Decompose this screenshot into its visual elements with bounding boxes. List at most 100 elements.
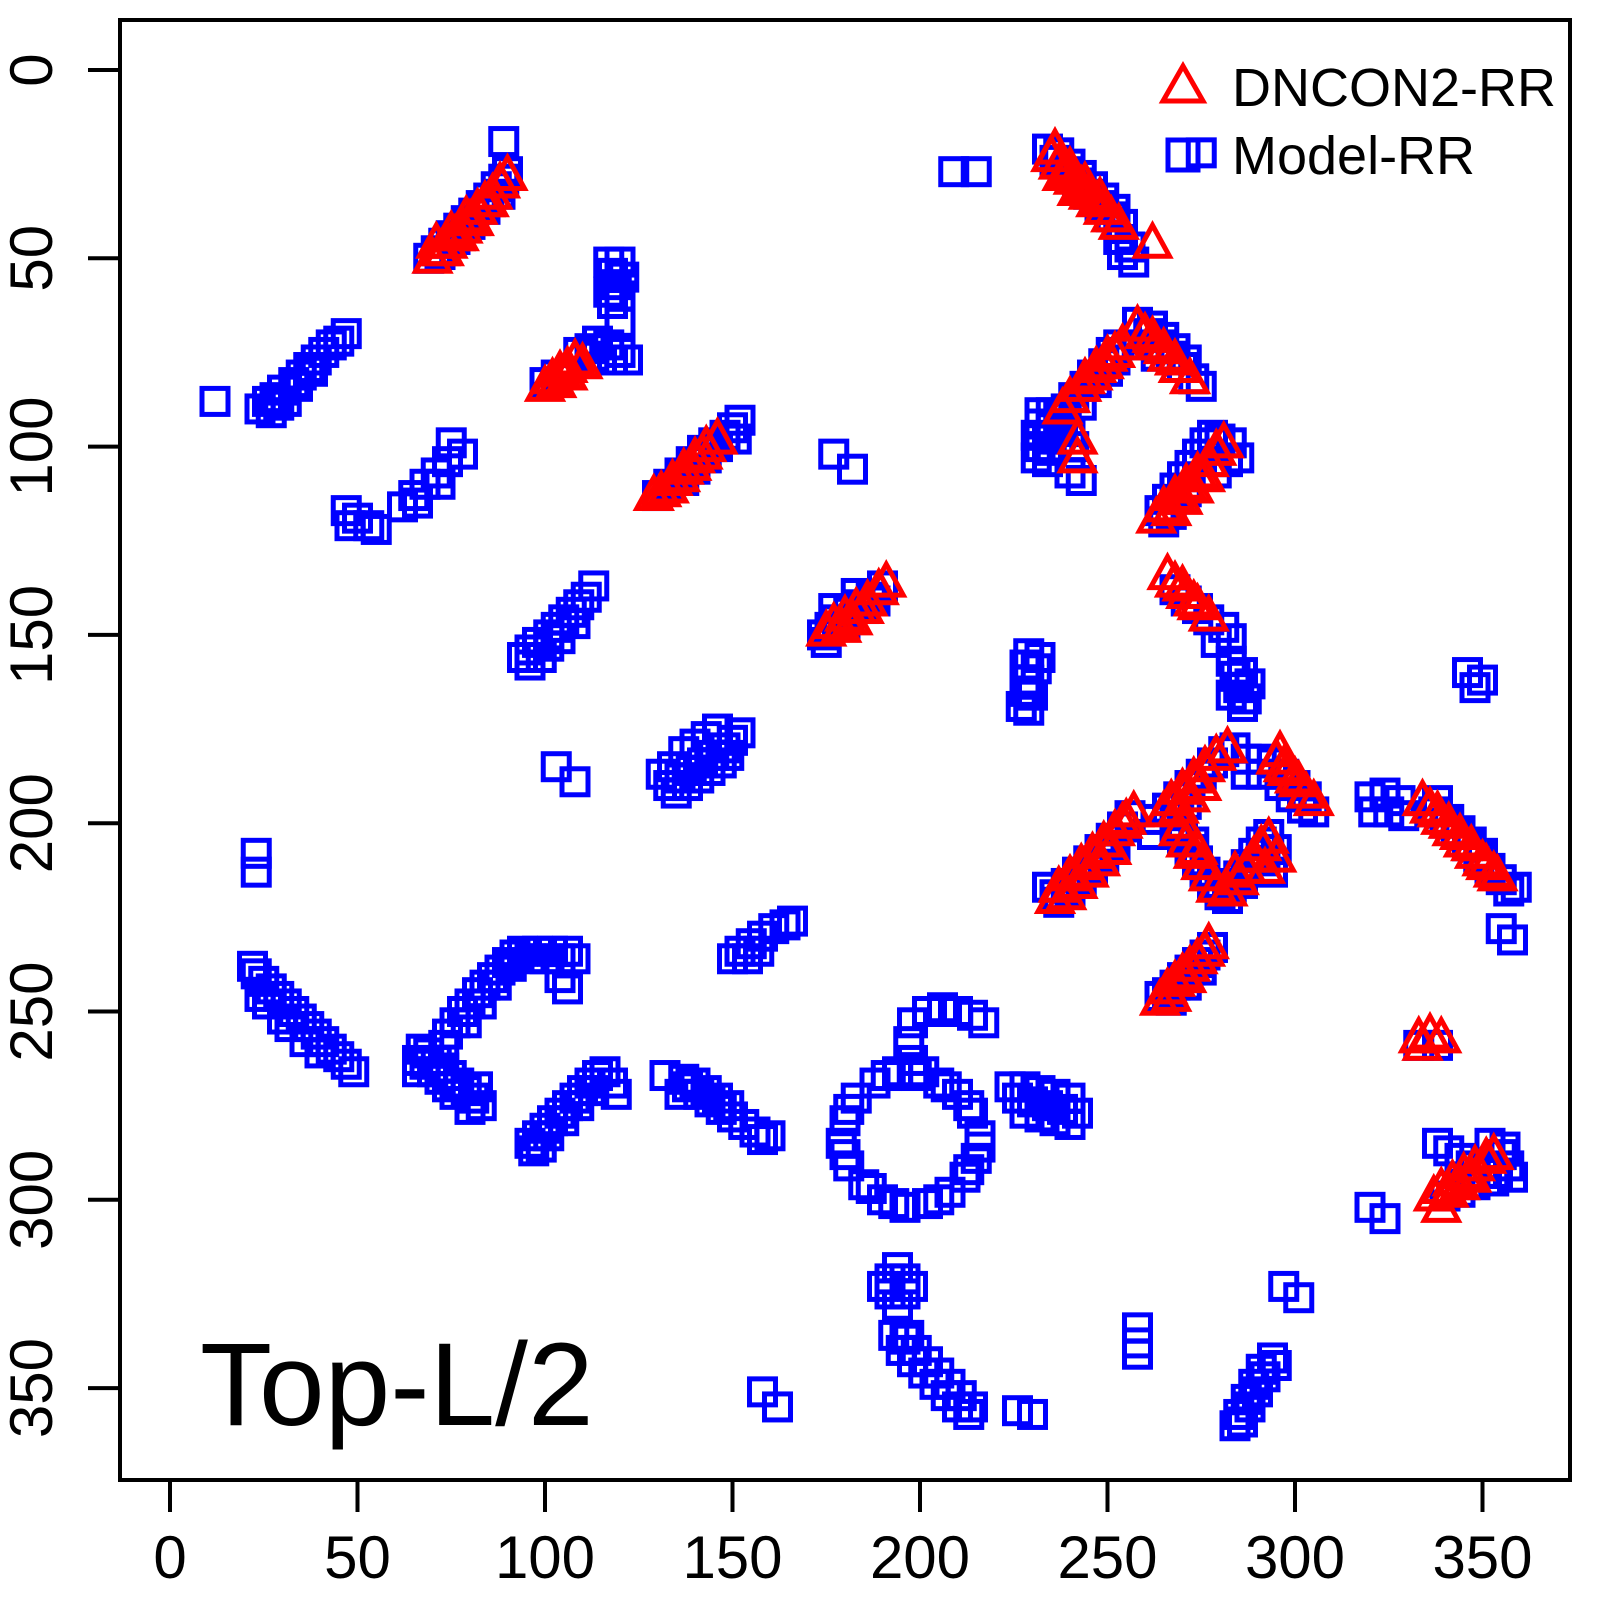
data-point-triangle bbox=[1090, 826, 1133, 866]
data-point-square bbox=[1185, 137, 1217, 169]
data-point-triangle bbox=[658, 453, 702, 493]
y-tick-label: 50 bbox=[0, 225, 65, 292]
data-point-square bbox=[578, 1075, 610, 1107]
data-point-triangle bbox=[1112, 788, 1155, 828]
data-point-triangle bbox=[1180, 762, 1223, 802]
data-point-triangle bbox=[1101, 800, 1144, 839]
x-tick-label: 200 bbox=[870, 1524, 970, 1591]
data-point-triangle bbox=[1056, 415, 1099, 455]
data-point-triangle bbox=[1195, 427, 1238, 466]
data-point-triangle bbox=[1172, 464, 1215, 504]
data-point-square bbox=[240, 837, 272, 869]
data-point-triangle bbox=[1067, 848, 1110, 888]
data-point-square bbox=[1017, 1398, 1048, 1430]
data-point-square bbox=[237, 950, 268, 982]
data-point-triangle bbox=[1195, 732, 1238, 771]
data-point-triangle bbox=[1401, 777, 1444, 817]
data-point-square bbox=[1467, 664, 1498, 696]
y-tick-label: 250 bbox=[0, 961, 65, 1061]
data-point-triangle bbox=[1063, 355, 1107, 395]
data-point-triangle bbox=[1056, 167, 1099, 207]
data-point-square bbox=[424, 468, 456, 500]
square-legend-icon bbox=[1165, 137, 1201, 173]
data-point-square bbox=[855, 1173, 887, 1205]
x-tick-label: 100 bbox=[495, 1524, 595, 1591]
data-point-triangle bbox=[467, 178, 510, 218]
data-point-triangle bbox=[681, 430, 724, 470]
legend: DNCON2-RR Model-RR bbox=[1158, 58, 1556, 186]
data-point-triangle bbox=[1056, 434, 1099, 474]
data-point-triangle bbox=[1176, 449, 1219, 489]
data-point-triangle bbox=[865, 558, 908, 598]
data-point-triangle bbox=[1172, 577, 1215, 617]
data-point-square bbox=[600, 1078, 632, 1110]
data-point-square bbox=[559, 608, 591, 640]
data-point-triangle bbox=[1202, 419, 1245, 459]
data-point-square bbox=[454, 1093, 486, 1125]
data-point-triangle bbox=[1078, 837, 1122, 877]
data-point-square bbox=[960, 156, 992, 188]
data-point-square bbox=[829, 1139, 861, 1171]
data-point-square bbox=[769, 909, 801, 941]
data-point-square bbox=[1227, 690, 1258, 722]
legend-item-dncon2: DNCON2-RR bbox=[1158, 58, 1556, 118]
data-point-square bbox=[1005, 690, 1037, 722]
y-tick-label: 300 bbox=[0, 1150, 65, 1250]
data-point-square bbox=[897, 1044, 928, 1076]
data-point-triangle bbox=[1048, 144, 1092, 184]
data-point-triangle bbox=[1097, 201, 1140, 240]
data-point-triangle bbox=[1450, 1154, 1493, 1193]
data-point-square bbox=[953, 1154, 985, 1186]
data-point-triangle bbox=[1258, 728, 1302, 768]
data-point-triangle bbox=[1206, 724, 1249, 764]
legend-item-model: Model-RR bbox=[1165, 126, 1475, 186]
data-point-square bbox=[762, 1391, 793, 1423]
data-point-triangle bbox=[1165, 954, 1208, 994]
data-point-square bbox=[559, 766, 591, 798]
data-point-triangle bbox=[1172, 754, 1215, 794]
data-point-triangle bbox=[1183, 453, 1227, 493]
data-point-triangle bbox=[1056, 860, 1099, 899]
data-point-square bbox=[645, 758, 677, 790]
data-point-triangle bbox=[445, 193, 488, 233]
x-tick-label: 250 bbox=[1057, 1524, 1157, 1591]
data-point-triangle bbox=[632, 472, 675, 512]
y-tick-label: 350 bbox=[0, 1338, 65, 1438]
axes: 0 50 100 150 200 250 300 350 0 50 100 150 200 250 300 3… bbox=[0, 53, 1533, 1591]
data-point-triangle bbox=[831, 596, 874, 636]
data-point-square bbox=[552, 973, 583, 1005]
data-point-triangle bbox=[1187, 920, 1230, 960]
data-point-triangle bbox=[1146, 551, 1189, 591]
data-point-triangle bbox=[1292, 777, 1335, 817]
data-point-triangle bbox=[696, 415, 739, 455]
x-tick-label: 300 bbox=[1245, 1524, 1345, 1591]
data-point-square bbox=[1257, 1342, 1288, 1374]
dncon2-rr-series bbox=[411, 125, 1519, 1223]
data-point-triangle bbox=[670, 442, 713, 481]
x-tick-label: 0 bbox=[153, 1524, 186, 1591]
data-point-triangle bbox=[486, 152, 529, 191]
data-point-triangle bbox=[1041, 152, 1084, 191]
data-point-triangle bbox=[452, 197, 495, 237]
data-point-square bbox=[334, 510, 366, 542]
data-point-triangle bbox=[1183, 743, 1227, 783]
legend-label-dncon2: DNCON2-RR bbox=[1232, 58, 1556, 118]
data-point-triangle bbox=[1131, 220, 1174, 259]
data-point-square bbox=[297, 355, 328, 387]
data-point-square bbox=[597, 287, 628, 319]
data-point-square bbox=[1219, 660, 1251, 692]
data-point-square bbox=[833, 1093, 865, 1125]
data-point-square bbox=[578, 570, 610, 602]
data-point-square bbox=[893, 1026, 925, 1058]
data-point-triangle bbox=[1138, 977, 1182, 1016]
data-point-square bbox=[747, 1124, 778, 1156]
data-point-triangle bbox=[1135, 494, 1178, 534]
data-point-triangle bbox=[857, 566, 900, 606]
data-point-triangle bbox=[1153, 336, 1197, 376]
data-point-square bbox=[495, 950, 527, 982]
data-point-triangle bbox=[535, 359, 578, 399]
data-point-square bbox=[878, 1319, 910, 1351]
data-point-triangle bbox=[1213, 848, 1257, 888]
data-point-triangle bbox=[1116, 302, 1159, 342]
data-point-triangle bbox=[1033, 875, 1077, 915]
